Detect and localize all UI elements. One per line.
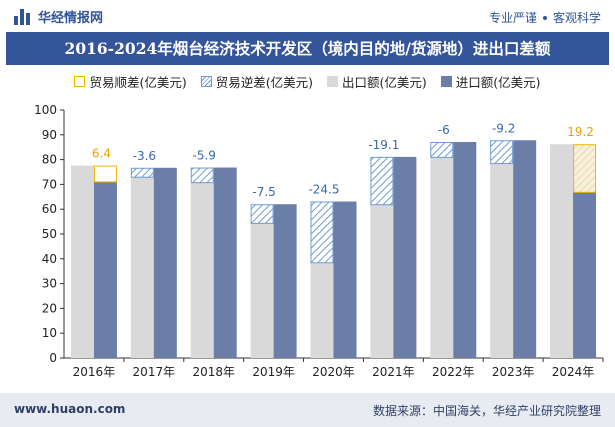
y-tick-label: 60: [42, 202, 57, 216]
export-bar: [190, 182, 214, 358]
y-tick-label: 10: [42, 326, 57, 340]
footer-source: 数据来源：中国海关，华经产业研究院整理: [372, 404, 601, 418]
legend-swatch-import: [440, 76, 452, 87]
x-tick-label: 2016年: [73, 365, 116, 379]
label-layer: 6.4 -3.6 -5.9 -7.5 -24.5 -19.1 -6 -9.2 19.2: [92, 121, 594, 199]
y-tick-label: 100: [34, 103, 57, 117]
balance-data-label: 6.4: [92, 147, 111, 161]
export-bar: [250, 222, 274, 358]
import-bar: [573, 191, 597, 358]
balance-data-label: -19.1: [368, 138, 399, 152]
export-bar: [310, 262, 334, 358]
legend-item-import: 进口额(亿美元): [440, 72, 541, 91]
x-tick-label: 2023年: [492, 365, 535, 379]
balance-data-label: -6: [438, 123, 450, 137]
legend-item-surplus: 贸易顺差(亿美元): [74, 72, 187, 91]
export-bar: [430, 156, 454, 358]
legend-swatch-deficit: [200, 76, 212, 87]
balance-data-label: -3.6: [133, 149, 156, 163]
tagline-right: 客观科学: [552, 11, 601, 25]
bar-layer: [70, 140, 597, 358]
x-tick-label: 2020年: [312, 365, 355, 379]
balance-data-label: -5.9: [193, 149, 216, 163]
legend-label-deficit: 贸易逆差(亿美元): [215, 75, 313, 90]
legend-item-export: 出口额(亿美元): [327, 72, 427, 91]
deficit-bar: [130, 167, 154, 178]
top-bar: 华经情报网 专业严谨 客观科学: [0, 0, 615, 32]
legend-item-deficit: 贸易逆差(亿美元): [200, 72, 313, 91]
footer-site: www.huaon.com: [14, 402, 126, 416]
deficit-bar: [370, 156, 394, 206]
y-tick-label: 90: [42, 128, 57, 142]
deficit-bar: [490, 140, 514, 165]
x-tick-label: 2024年: [552, 365, 595, 379]
surplus-bar: [93, 165, 117, 183]
balance-data-label: -7.5: [252, 185, 275, 199]
chart-title: 2016-2024年烟台经济技术开发区（境内目的地/货源地）进出口差额: [6, 32, 609, 65]
footer: www.huaon.com 数据来源：中国海关，华经产业研究院整理: [0, 393, 615, 427]
y-tick-label: 20: [42, 301, 57, 315]
deficit-bar: [310, 201, 334, 264]
legend-swatch-export: [327, 76, 338, 87]
chart-legend: 贸易顺差(亿美元) 贸易逆差(亿美元) 出口额(亿美元) 进口额(亿美元): [0, 72, 615, 91]
import-bar: [153, 167, 177, 358]
x-tick-label: 2019年: [252, 365, 295, 379]
balance-data-label: -9.2: [492, 121, 515, 135]
x-tick-label: 2022年: [432, 365, 475, 379]
export-bar: [130, 176, 154, 358]
tagline-left: 专业严谨: [488, 11, 537, 25]
y-tick-label: 70: [42, 177, 57, 191]
x-tick-label: 2018年: [192, 365, 235, 379]
import-bar: [393, 156, 417, 358]
y-tick-label: 40: [42, 252, 57, 266]
bar-chart: 0 10 20 30 40 50 60 70 80 90 100 2016年 2017年 2018年 201…: [34, 103, 604, 379]
deficit-bar: [190, 167, 214, 184]
export-bar: [490, 163, 514, 358]
tagline: 专业严谨 客观科学: [489, 9, 601, 26]
export-bar: [370, 204, 394, 358]
y-tick-label: 80: [42, 153, 57, 167]
x-tick-label: 2021年: [372, 365, 415, 379]
y-tick-label: 50: [42, 227, 57, 241]
x-tick-label: 2017年: [133, 365, 176, 379]
export-bar: [70, 165, 94, 358]
legend-label-import: 进口额(亿美元): [455, 75, 541, 90]
y-tick-label: 30: [42, 277, 57, 291]
dot-separator-icon: [542, 15, 547, 20]
import-bar: [93, 181, 117, 358]
y-tick-label: 0: [49, 351, 57, 365]
brand-logo: 华经情报网: [14, 7, 103, 26]
legend-swatch-surplus: [74, 76, 86, 87]
deficit-bar: [430, 141, 454, 158]
balance-data-label: -24.5: [308, 183, 339, 197]
legend-label-surplus: 贸易顺差(亿美元): [89, 75, 187, 90]
legend-label-export: 出口额(亿美元): [342, 75, 427, 90]
export-bar: [550, 144, 574, 358]
import-bar: [453, 141, 477, 358]
import-bar: [213, 167, 237, 358]
deficit-bar: [250, 204, 274, 224]
balance-data-label: 19.2: [567, 125, 594, 139]
bar-chart-icon: [14, 8, 32, 25]
surplus-bar: [573, 144, 597, 193]
brand-name: 华经情报网: [38, 11, 104, 26]
import-bar: [513, 140, 537, 358]
import-bar: [333, 201, 357, 358]
import-bar: [273, 204, 297, 358]
